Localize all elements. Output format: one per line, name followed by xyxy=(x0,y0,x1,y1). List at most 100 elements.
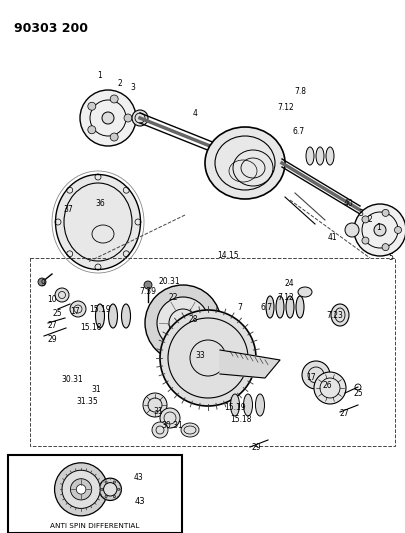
Text: 3: 3 xyxy=(130,84,135,93)
Text: 2: 2 xyxy=(117,78,122,87)
Circle shape xyxy=(132,110,148,126)
Text: 7.12: 7.12 xyxy=(277,293,294,302)
Circle shape xyxy=(104,483,117,496)
Ellipse shape xyxy=(276,296,284,318)
Text: 20.31: 20.31 xyxy=(158,278,180,287)
Circle shape xyxy=(99,478,122,500)
Text: ANTI SPIN DIFFERENTIAL: ANTI SPIN DIFFERENTIAL xyxy=(50,523,140,529)
Circle shape xyxy=(113,481,115,483)
Circle shape xyxy=(302,361,330,389)
Circle shape xyxy=(374,224,386,236)
Text: 43: 43 xyxy=(133,473,143,482)
Polygon shape xyxy=(220,350,280,378)
Ellipse shape xyxy=(181,423,199,437)
Ellipse shape xyxy=(109,304,117,328)
Circle shape xyxy=(354,204,405,256)
Ellipse shape xyxy=(266,296,274,318)
Text: 25: 25 xyxy=(353,389,363,398)
Text: 31: 31 xyxy=(153,408,163,416)
Text: 15.19: 15.19 xyxy=(89,304,111,313)
Circle shape xyxy=(362,237,369,244)
Ellipse shape xyxy=(122,304,130,328)
Circle shape xyxy=(143,393,167,417)
Circle shape xyxy=(382,244,389,251)
Circle shape xyxy=(101,488,103,490)
Text: 40: 40 xyxy=(344,198,354,207)
Text: 7.39: 7.39 xyxy=(139,287,156,295)
Text: 15.19: 15.19 xyxy=(224,402,246,411)
Circle shape xyxy=(55,288,69,302)
Circle shape xyxy=(55,463,108,516)
Circle shape xyxy=(160,408,180,428)
Text: 6.7: 6.7 xyxy=(261,303,273,311)
Text: 36: 36 xyxy=(95,199,105,208)
Text: 2: 2 xyxy=(368,215,372,224)
Ellipse shape xyxy=(296,296,304,318)
Ellipse shape xyxy=(316,147,324,165)
Text: 5: 5 xyxy=(388,254,393,262)
Text: 43: 43 xyxy=(135,497,145,506)
Text: 24: 24 xyxy=(284,279,294,287)
Text: 25: 25 xyxy=(52,309,62,318)
Circle shape xyxy=(105,481,107,483)
Circle shape xyxy=(160,310,256,406)
Text: 28: 28 xyxy=(188,314,198,324)
Circle shape xyxy=(62,470,100,508)
Circle shape xyxy=(145,285,221,361)
Circle shape xyxy=(113,496,115,498)
Circle shape xyxy=(76,484,86,494)
Text: 37: 37 xyxy=(63,206,73,214)
Text: 3: 3 xyxy=(358,208,363,217)
Ellipse shape xyxy=(55,174,141,270)
Text: 4: 4 xyxy=(192,109,198,117)
Bar xyxy=(30,258,395,446)
Text: 6.7: 6.7 xyxy=(293,126,305,135)
Text: 26: 26 xyxy=(322,382,332,391)
Circle shape xyxy=(314,372,346,404)
Circle shape xyxy=(124,114,132,122)
Text: 7: 7 xyxy=(238,303,243,311)
Ellipse shape xyxy=(256,394,264,416)
Circle shape xyxy=(110,95,118,103)
Text: 1: 1 xyxy=(377,223,382,232)
Circle shape xyxy=(345,223,359,237)
Text: 1: 1 xyxy=(98,70,102,79)
Text: 29: 29 xyxy=(47,335,57,343)
Ellipse shape xyxy=(243,394,252,416)
Text: 7.23: 7.23 xyxy=(326,311,343,320)
Circle shape xyxy=(144,281,152,289)
Ellipse shape xyxy=(205,127,285,199)
Text: 7.8: 7.8 xyxy=(294,86,306,95)
Text: 33: 33 xyxy=(195,351,205,360)
Circle shape xyxy=(88,102,96,110)
Circle shape xyxy=(70,479,92,500)
Text: 15.18: 15.18 xyxy=(230,416,252,424)
Circle shape xyxy=(362,216,369,223)
Text: 30.31: 30.31 xyxy=(161,421,183,430)
Text: 31: 31 xyxy=(91,385,101,394)
Circle shape xyxy=(80,90,136,146)
Text: 31.35: 31.35 xyxy=(76,398,98,407)
Text: 15.18: 15.18 xyxy=(80,322,102,332)
Text: 9: 9 xyxy=(40,279,45,287)
Ellipse shape xyxy=(230,394,239,416)
Circle shape xyxy=(110,133,118,141)
Ellipse shape xyxy=(96,304,104,328)
Text: 7.12: 7.12 xyxy=(277,102,294,111)
Text: 17: 17 xyxy=(306,374,316,383)
Circle shape xyxy=(102,112,114,124)
Circle shape xyxy=(163,295,173,305)
Circle shape xyxy=(157,297,209,349)
Bar xyxy=(8,455,182,533)
Circle shape xyxy=(394,227,401,233)
Circle shape xyxy=(88,126,96,134)
Circle shape xyxy=(105,496,107,498)
Text: 90303 200: 90303 200 xyxy=(14,22,88,35)
Circle shape xyxy=(152,422,168,438)
Text: 10: 10 xyxy=(47,295,57,304)
Ellipse shape xyxy=(286,296,294,318)
Text: 41: 41 xyxy=(327,233,337,243)
Ellipse shape xyxy=(306,147,314,165)
Ellipse shape xyxy=(326,147,334,165)
Circle shape xyxy=(382,209,389,216)
